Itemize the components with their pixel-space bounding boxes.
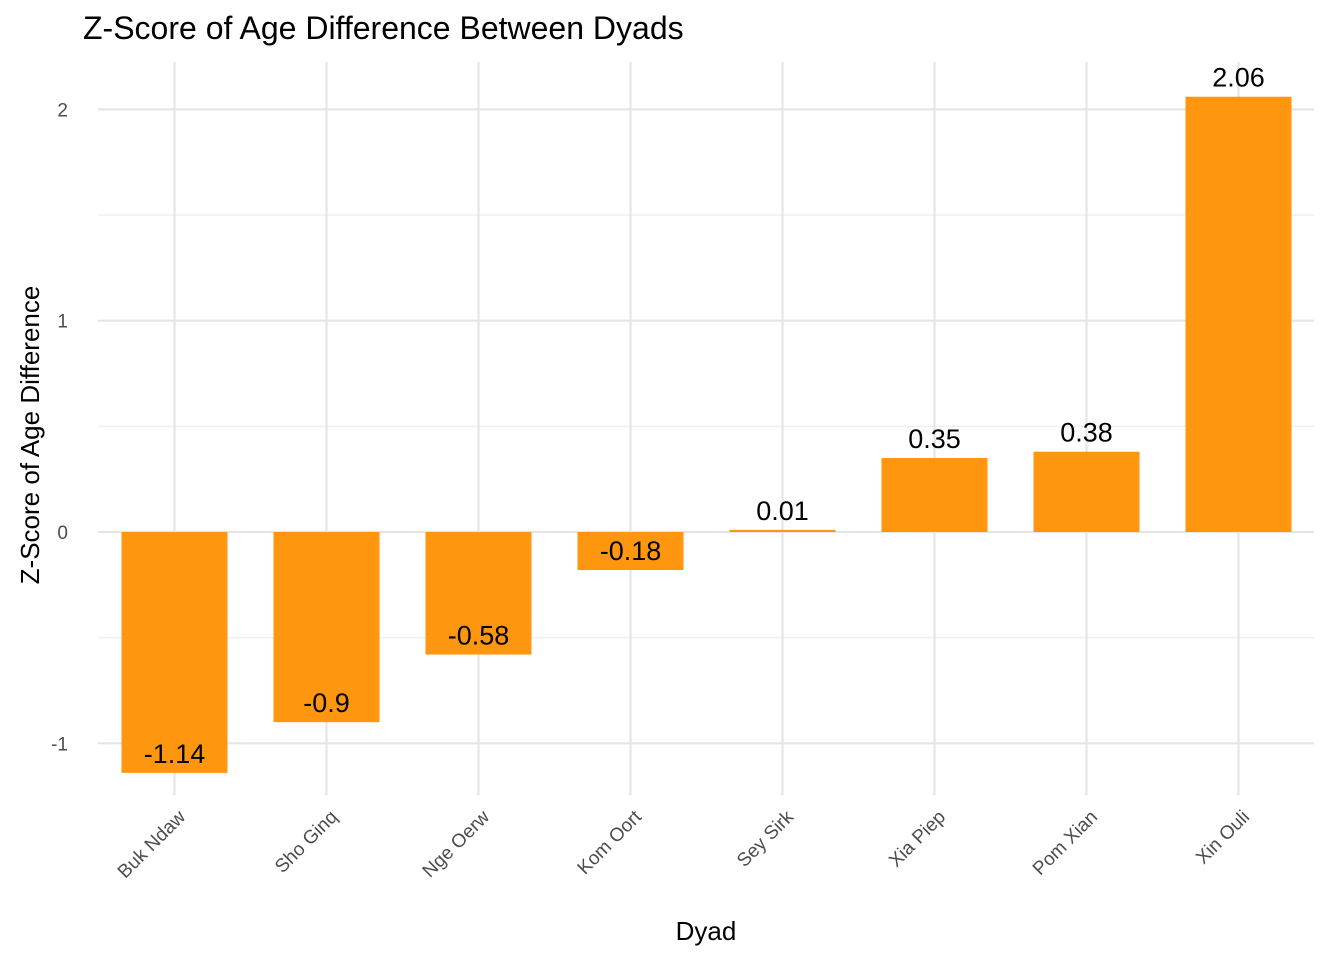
data-label: 0.35 <box>908 424 961 454</box>
y-tick-label: 0 <box>57 523 68 544</box>
bar <box>1033 451 1140 532</box>
bar <box>729 529 836 532</box>
y-axis-ticks: -1 0 1 2 <box>51 100 68 755</box>
bar <box>121 532 228 773</box>
x-axis-ticks: Buk Ndaw Sho Ginq Nge Oerw Kom Oort Sey Sirk… <box>114 806 1254 883</box>
bars <box>121 96 1292 773</box>
x-tick-label: Sey Sirk <box>733 806 798 871</box>
bar <box>577 532 684 571</box>
y-tick-label: 2 <box>57 100 68 121</box>
data-label: 0.01 <box>756 496 809 526</box>
x-tick-label: Xin Ouli <box>1192 807 1254 869</box>
x-tick-label: Xia Piep <box>885 807 950 872</box>
bar <box>425 532 532 655</box>
data-label: -0.18 <box>600 536 662 566</box>
data-labels: -1.14 -0.9 -0.58 -0.18 0.01 0.35 0.38 2.06 <box>144 63 1265 769</box>
x-tick-label: Buk Ndaw <box>114 806 190 882</box>
y-axis-title: Z-Score of Age Difference <box>15 286 45 585</box>
x-tick-label: Kom Oort <box>574 806 647 879</box>
data-label: -1.14 <box>144 739 206 769</box>
y-tick-label: 1 <box>57 312 68 333</box>
bar <box>1185 96 1292 533</box>
data-label: 2.06 <box>1212 63 1265 93</box>
gridlines <box>98 62 1314 795</box>
y-tick-label: -1 <box>51 734 68 755</box>
x-tick-label: Sho Ginq <box>271 807 342 878</box>
bar <box>273 532 380 723</box>
x-tick-label: Nge Oerw <box>419 806 495 882</box>
data-label: -0.58 <box>448 621 510 651</box>
x-axis-title: Dyad <box>676 916 737 946</box>
data-label: -0.9 <box>303 688 350 718</box>
data-label: 0.38 <box>1060 418 1113 448</box>
chart-title: Z-Score of Age Difference Between Dyads <box>83 10 684 46</box>
bar <box>881 458 988 532</box>
x-tick-label: Pom Xian <box>1029 807 1102 880</box>
